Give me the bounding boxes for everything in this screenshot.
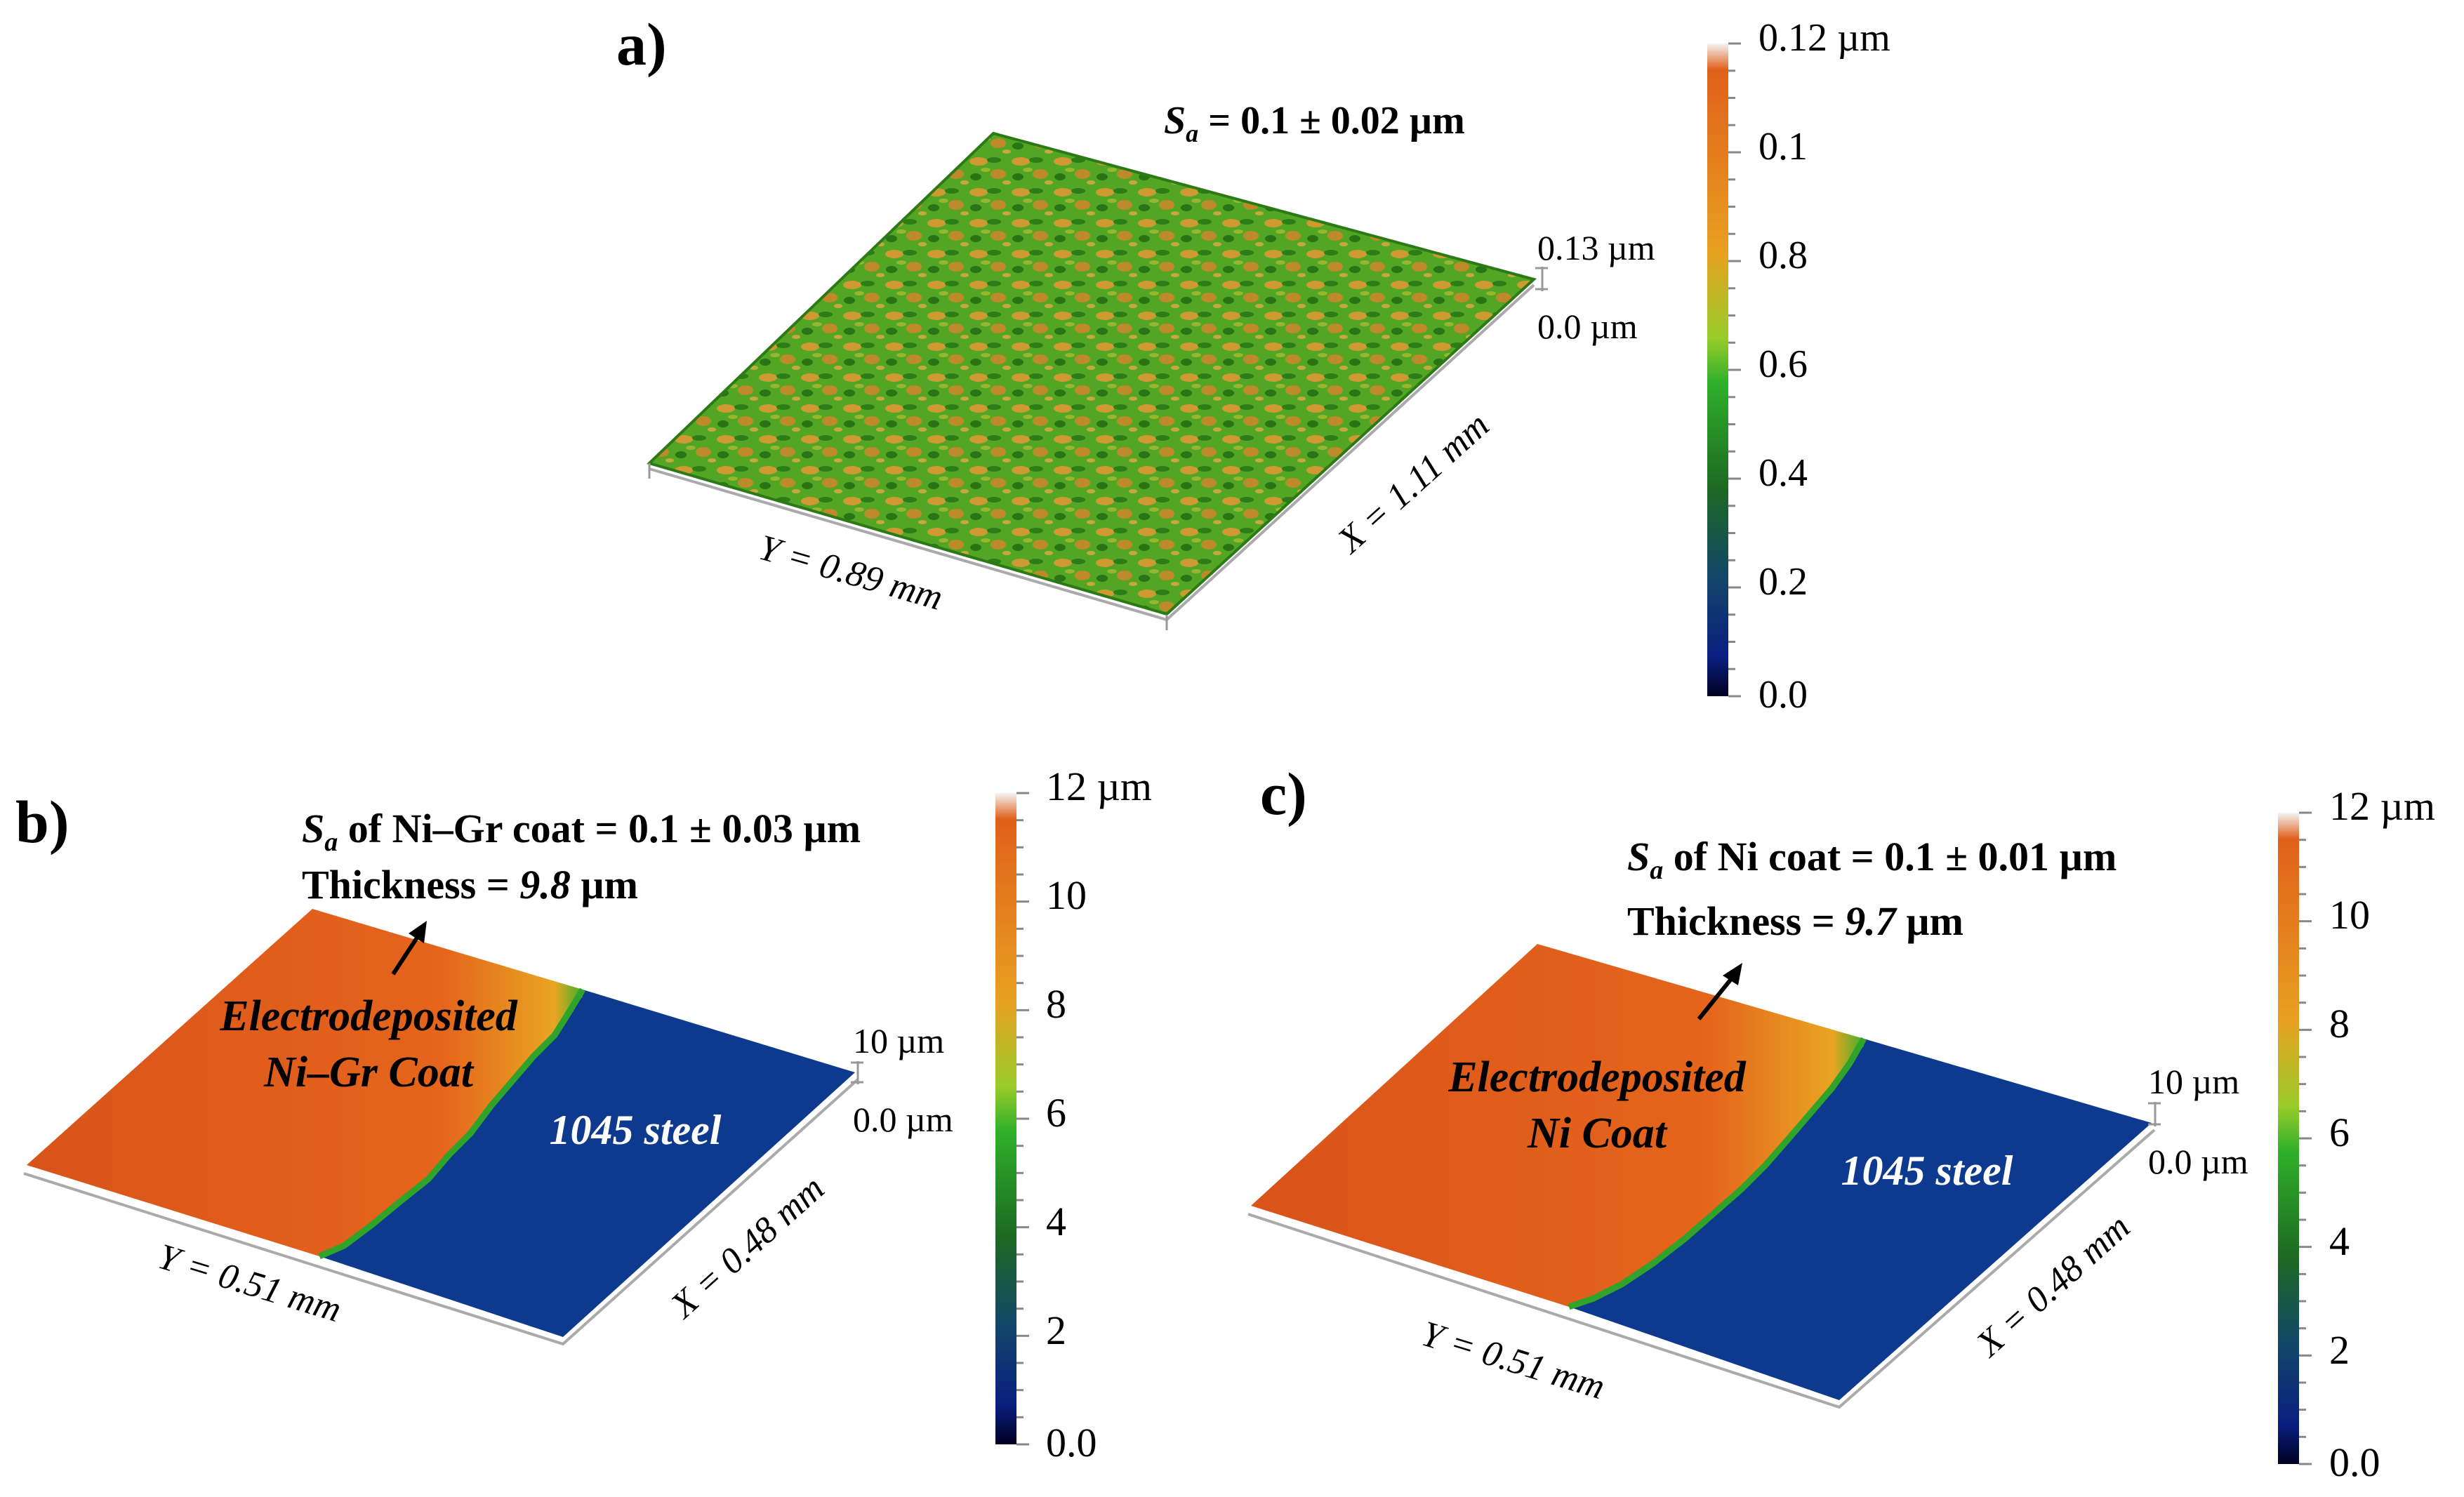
panel-c-colorbar-tick-label: 12 µm [2329,783,2435,829]
panel-c-coat-label: Electrodeposited [1448,1053,1747,1101]
panel-a-colorbar-tick-label: 0.6 [1758,342,1808,386]
panel-b-colorbar [995,793,1016,1444]
panel-b-interface-line [318,987,585,1260]
panel-b-colorbar-ticks [1016,792,1029,1446]
panel-b-coat-label: Ni–Gr Coat [263,1049,475,1096]
panel-a-surface [647,131,1537,616]
panel-a: a) Sa = 0.1 ± 0.02 µm 0.13 µm 0.0 µm Y =… [616,11,1890,717]
panel-c-colorbar [2278,813,2299,1464]
panel-c-thickness: Thickness = 9.7 µm [1627,898,1963,944]
panel-b-base-edge [23,1078,859,1346]
panel-a-z-max-label: 0.13 µm [1537,228,1655,267]
panel-b-arrow [391,932,422,976]
panel-a-colorbar-tick-label: 0.4 [1758,451,1808,495]
panel-b-arrowhead [409,921,427,943]
panel-b-colorbar-tick-label: 4 [1046,1199,1066,1244]
panel-c: c) Sa of Ni coat = 0.1 ± 0.01 µm Thickne… [1247,760,2435,1485]
panel-a-colorbar-tick-label: 0.2 [1758,560,1808,604]
panel-b-colorbar-tick-label: 12 µm [1046,764,1152,809]
panel-c-colorbar-tick-label: 4 [2329,1218,2350,1264]
panel-c-colorbar-tick-label: 2 [2329,1327,2350,1373]
panel-b-colorbar-tick-label: 0.0 [1046,1420,1097,1465]
panel-a-colorbar-tick-label: 0.0 [1758,673,1808,717]
panel-b-colorbar-tick-label: 2 [1046,1308,1066,1353]
panel-c-base-edge [1247,1129,2156,1409]
panel-b-thickness: Thickness = 9.8 µm [302,862,638,907]
panel-a-z-min-label: 0.0 µm [1537,307,1638,346]
panel-c-z-max-label: 10 µm [2148,1062,2239,1101]
panel-b-colorbar-tick-label: 6 [1046,1090,1066,1136]
panel-c-colorbar-tick-label: 10 [2329,892,2370,938]
panel-a-colorbar [1707,44,1728,696]
panel-b-sa-value: Sa of Ni–Gr coat = 0.1 ± 0.03 µm [302,806,861,857]
panel-c-arrow [1697,974,1736,1020]
panel-a-label: a) [616,11,667,78]
panel-b-z-max-label: 10 µm [853,1021,944,1060]
panel-c-z-min-label: 0.0 µm [2148,1142,2248,1181]
panel-c-y-dimension: Y = 0.51 mm [1417,1314,1609,1407]
panel-a-colorbar-ticks [1728,42,1741,698]
panel-c-colorbar-tick-label: 8 [2329,1001,2350,1046]
panel-b-steel-surface [319,990,855,1337]
panel-c-steel-surface [1569,1039,2152,1400]
panel-a-colorbar-tick-label: 0.8 [1758,234,1808,277]
panel-c-label: c) [1260,760,1307,827]
panel-b: b) Sa of Ni–Gr coat = 0.1 ± 0.03 µm Thic… [15,764,1152,1465]
panel-c-colorbar-tick-label: 6 [2329,1110,2350,1155]
panel-c-colorbar-ticks [2299,811,2312,1465]
panel-b-substrate-label: 1045 steel [550,1107,722,1153]
panel-b-colorbar-tick-label: 10 [1046,872,1087,918]
panel-a-sa-value: Sa = 0.1 ± 0.02 µm [1164,99,1465,147]
panel-b-colorbar-tick-label: 8 [1046,981,1066,1027]
panel-c-substrate-label: 1045 steel [1841,1147,2013,1194]
panel-b-z-min-label: 0.0 µm [853,1100,953,1139]
panel-c-coat-label: Ni Coat [1527,1110,1668,1157]
panel-b-coat-surface [27,909,583,1256]
panel-a-colorbar-tick-label: 0.12 µm [1758,16,1890,60]
panel-c-arrowhead [1723,963,1742,985]
panel-c-interface-line [1568,1037,1867,1310]
panel-c-sa-value: Sa of Ni coat = 0.1 ± 0.01 µm [1627,834,2117,885]
panel-b-label: b) [15,788,69,856]
panel-a-colorbar-tick-label: 0.1 [1758,125,1808,168]
panel-c-colorbar-tick-label: 0.0 [2329,1439,2380,1485]
panel-b-coat-label: Electrodeposited [219,992,518,1040]
